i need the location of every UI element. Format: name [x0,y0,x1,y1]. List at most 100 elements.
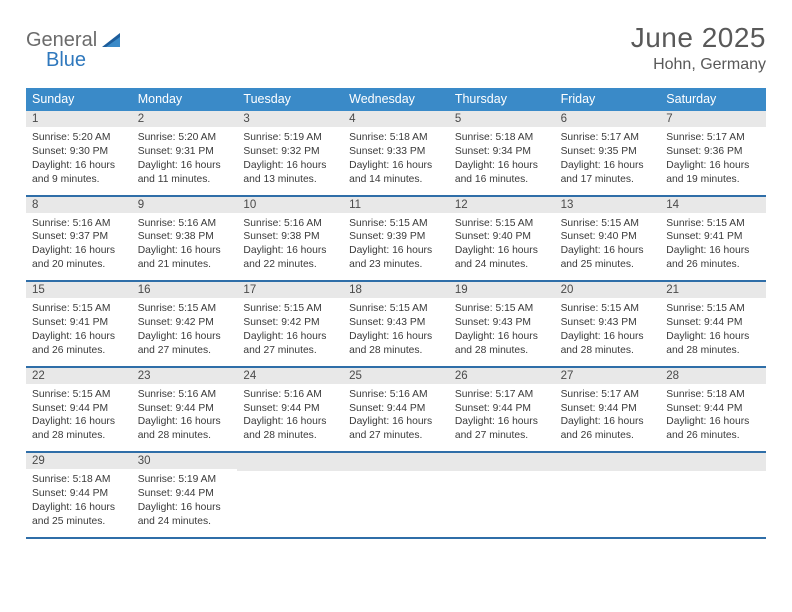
day-number [449,453,555,471]
day-body: Sunrise: 5:15 AMSunset: 9:43 PMDaylight:… [449,302,555,358]
day-number: 15 [26,282,132,298]
calendar-day: 17Sunrise: 5:15 AMSunset: 9:42 PMDayligh… [237,282,343,366]
calendar-week: 1Sunrise: 5:20 AMSunset: 9:30 PMDaylight… [26,111,766,197]
daylight-line: Daylight: 16 hours and 28 minutes. [666,330,760,358]
daylight-line: Daylight: 16 hours and 24 minutes. [138,501,232,529]
sunrise-line: Sunrise: 5:20 AM [138,131,232,145]
sunrise-line: Sunrise: 5:15 AM [349,302,443,316]
day-number: 12 [449,197,555,213]
calendar-week: 15Sunrise: 5:15 AMSunset: 9:41 PMDayligh… [26,282,766,368]
day-number [343,453,449,471]
day-number: 6 [555,111,661,127]
dow-tuesday: Tuesday [237,88,343,111]
daylight-line: Daylight: 16 hours and 28 minutes. [32,415,126,443]
logo-triangle-icon [102,31,124,52]
sunset-line: Sunset: 9:43 PM [349,316,443,330]
calendar-day: 10Sunrise: 5:16 AMSunset: 9:38 PMDayligh… [237,197,343,281]
calendar-grid: SundayMondayTuesdayWednesdayThursdayFrid… [26,88,766,539]
sunrise-line: Sunrise: 5:15 AM [455,217,549,231]
daylight-line: Daylight: 16 hours and 23 minutes. [349,244,443,272]
day-body: Sunrise: 5:15 AMSunset: 9:42 PMDaylight:… [237,302,343,358]
sunset-line: Sunset: 9:44 PM [138,487,232,501]
day-body: Sunrise: 5:18 AMSunset: 9:34 PMDaylight:… [449,131,555,187]
day-number: 28 [660,368,766,384]
sunset-line: Sunset: 9:34 PM [455,145,549,159]
calendar-day: 7Sunrise: 5:17 AMSunset: 9:36 PMDaylight… [660,111,766,195]
sunset-line: Sunset: 9:36 PM [666,145,760,159]
month-title: June 2025 [631,22,766,54]
day-number: 14 [660,197,766,213]
calendar-week: 22 Sunrise: 5:15 AMSunset: 9:44 PMDayligh… [26,368,766,454]
page-header: General Blue June 2025 Hohn, Germany [26,22,766,74]
daylight-line: Daylight: 16 hours and 21 minutes. [138,244,232,272]
calendar-day: 8Sunrise: 5:16 AMSunset: 9:37 PMDaylight… [26,197,132,281]
day-body: Sunrise: 5:17 AMSunset: 9:44 PMDaylight:… [555,388,661,444]
day-number [237,453,343,471]
sunset-line: Sunset: 9:44 PM [349,402,443,416]
day-number: 22 [26,368,132,384]
daylight-line: Daylight: 16 hours and 16 minutes. [455,159,549,187]
day-number: 26 [449,368,555,384]
day-body: Sunrise: 5:17 AMSunset: 9:35 PMDaylight:… [555,131,661,187]
sunrise-line: Sunrise: 5:20 AM [32,131,126,145]
sunset-line: Sunset: 9:37 PM [32,230,126,244]
calendar-weeks: 1Sunrise: 5:20 AMSunset: 9:30 PMDaylight… [26,111,766,539]
sunset-line: Sunset: 9:30 PM [32,145,126,159]
calendar-week: 29Sunrise: 5:18 AMSunset: 9:44 PMDayligh… [26,453,766,539]
location-label: Hohn, Germany [631,56,766,74]
day-body: Sunrise: 5:19 AMSunset: 9:32 PMDaylight:… [237,131,343,187]
logo: General Blue [26,22,124,70]
sunset-line: Sunset: 9:31 PM [138,145,232,159]
calendar-day-empty [449,453,555,537]
calendar-day: 22 Sunrise: 5:15 AMSunset: 9:44 PMDayligh… [26,368,132,452]
daylight-line: Daylight: 16 hours and 28 minutes. [349,330,443,358]
sunrise-line: Sunrise: 5:15 AM [561,302,655,316]
daylight-line: Daylight: 16 hours and 20 minutes. [32,244,126,272]
day-body: Sunrise: 5:19 AMSunset: 9:44 PMDaylight:… [132,473,238,529]
sunset-line: Sunset: 9:44 PM [32,487,126,501]
daylight-line: Daylight: 16 hours and 22 minutes. [243,244,337,272]
day-body: Sunrise: 5:20 AMSunset: 9:30 PMDaylight:… [26,131,132,187]
day-body: Sunrise: 5:16 AMSunset: 9:38 PMDaylight:… [132,217,238,273]
calendar-day: 21Sunrise: 5:15 AMSunset: 9:44 PMDayligh… [660,282,766,366]
day-number: 18 [343,282,449,298]
day-number: 9 [132,197,238,213]
day-body: Sunrise: 5:17 AMSunset: 9:36 PMDaylight:… [660,131,766,187]
logo-word1: General [26,29,97,51]
sunrise-line: Sunrise: 5:17 AM [561,388,655,402]
day-number: 19 [449,282,555,298]
sunrise-line: Sunrise: 5:15 AM [561,217,655,231]
day-body: Sunrise: 5:16 AMSunset: 9:37 PMDaylight:… [26,217,132,273]
sunset-line: Sunset: 9:44 PM [243,402,337,416]
day-body: Sunrise: 5:16 AMSunset: 9:38 PMDaylight:… [237,217,343,273]
dow-monday: Monday [132,88,238,111]
daylight-line: Daylight: 16 hours and 25 minutes. [32,501,126,529]
sunrise-line: Sunrise: 5:15 AM [666,217,760,231]
calendar-day: 18 Sunrise: 5:15 AMSunset: 9:43 PMDayligh… [343,282,449,366]
sunrise-line: Sunrise: 5:16 AM [138,388,232,402]
daylight-line: Daylight: 16 hours and 26 minutes. [561,415,655,443]
sunset-line: Sunset: 9:35 PM [561,145,655,159]
calendar-day: 3 Sunrise: 5:19 AMSunset: 9:32 PMDaylight… [237,111,343,195]
sunrise-line: Sunrise: 5:15 AM [349,217,443,231]
calendar-day: 13Sunrise: 5:15 AMSunset: 9:40 PMDayligh… [555,197,661,281]
calendar-day: 27Sunrise: 5:17 AMSunset: 9:44 PMDayligh… [555,368,661,452]
sunrise-line: Sunrise: 5:18 AM [666,388,760,402]
calendar-day: 24Sunrise: 5:16 AMSunset: 9:44 PMDayligh… [237,368,343,452]
calendar-day: 6 Sunrise: 5:17 AMSunset: 9:35 PMDaylight… [555,111,661,195]
calendar-day: 20Sunrise: 5:15 AMSunset: 9:43 PMDayligh… [555,282,661,366]
day-body: Sunrise: 5:20 AMSunset: 9:31 PMDaylight:… [132,131,238,187]
sunrise-line: Sunrise: 5:15 AM [243,302,337,316]
day-number: 4 [343,111,449,127]
day-number: 29 [26,453,132,469]
sunset-line: Sunset: 9:44 PM [666,316,760,330]
day-body: Sunrise: 5:16 AMSunset: 9:44 PMDaylight:… [343,388,449,444]
daylight-line: Daylight: 16 hours and 28 minutes. [243,415,337,443]
day-number: 3 [237,111,343,127]
sunrise-line: Sunrise: 5:18 AM [349,131,443,145]
sunrise-line: Sunrise: 5:16 AM [349,388,443,402]
day-body: Sunrise: 5:15 AMSunset: 9:42 PMDaylight:… [132,302,238,358]
day-number: 25 [343,368,449,384]
day-body: Sunrise: 5:15 AMSunset: 9:44 PMDaylight:… [26,388,132,444]
sunset-line: Sunset: 9:42 PM [243,316,337,330]
